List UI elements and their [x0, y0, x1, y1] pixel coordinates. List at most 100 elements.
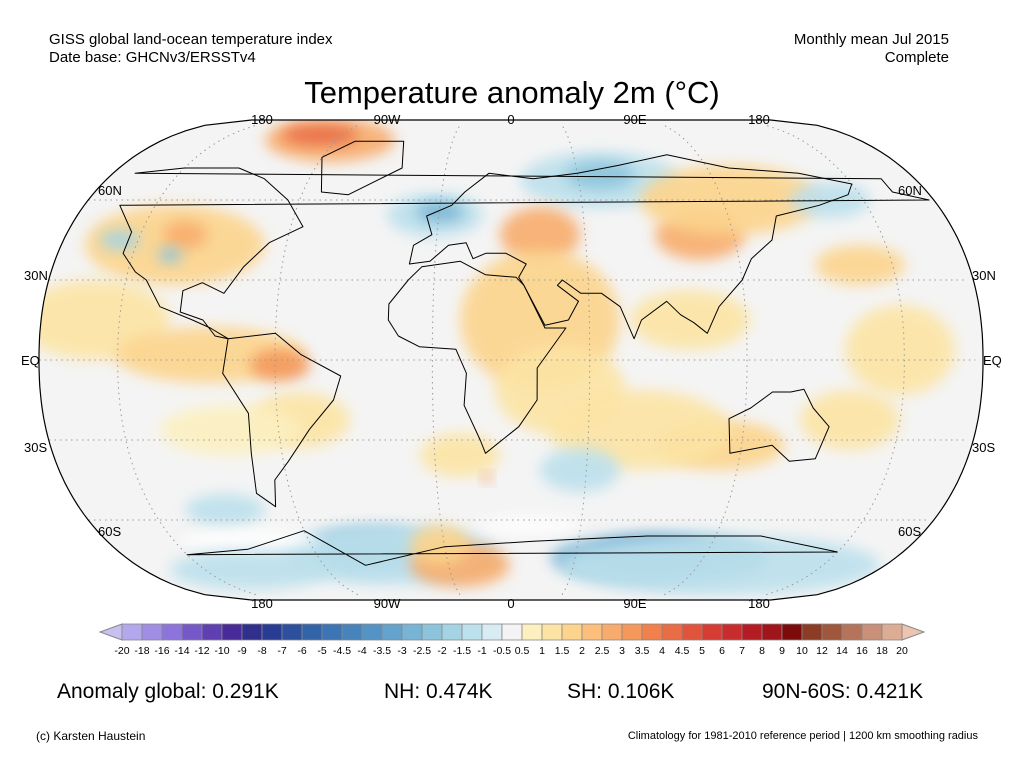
colorbar-tick-label: -9	[237, 645, 246, 657]
colorbar-box	[881, 623, 903, 641]
meridian-line	[117, 124, 256, 596]
anomaly-patch	[250, 349, 310, 381]
colorbar-tick-label: -1.5	[453, 645, 471, 657]
colorbar-tick-label: 4	[659, 645, 665, 657]
colorbar-box	[201, 623, 223, 641]
colorbar-box	[441, 623, 463, 641]
colorbar-tick-label: 14	[836, 645, 848, 657]
header-status: Complete	[884, 49, 949, 66]
colorbar-box	[261, 623, 283, 641]
meridian-line	[663, 124, 748, 596]
colorbar-box	[421, 623, 443, 641]
colorbar-box	[181, 623, 203, 641]
header-dataset: GISS global land-ocean temperature index	[49, 31, 333, 48]
colorbar-tick-label: 9	[779, 645, 785, 657]
colorbar-box	[401, 623, 423, 641]
colorbar-box	[701, 623, 723, 641]
meridian-line	[274, 124, 359, 596]
lon-label-top-90e: 90E	[623, 112, 647, 127]
coastline-africa	[387, 260, 567, 454]
colorbar-box	[341, 623, 363, 641]
lat-label-right-60s: 60S	[898, 524, 922, 539]
footer-credit: (c) Karsten Haustein	[36, 729, 146, 743]
colorbar-tick-label: -6	[297, 645, 306, 657]
colorbar-tick-label: 8	[759, 645, 765, 657]
colorbar-box	[481, 623, 503, 641]
anomaly-patch	[163, 221, 207, 249]
colorbar-tick-label: 16	[856, 645, 868, 657]
lon-label-bottom-0: 0	[507, 596, 515, 611]
colorbar-tick-label: 7	[739, 645, 745, 657]
colorbar-min-arrow	[98, 623, 123, 641]
lon-label-bottom-180e: 180	[748, 596, 770, 611]
meridian-line	[766, 124, 905, 596]
colorbar-box	[721, 623, 743, 641]
coastline-south-america	[222, 332, 342, 508]
meridian-line	[561, 125, 591, 595]
anomaly-patch	[790, 182, 870, 218]
lat-label-left-60s: 60S	[98, 524, 122, 539]
colorbar-tick-label: -3	[397, 645, 406, 657]
colorbar-box	[781, 623, 803, 641]
coastline-north-america	[119, 167, 930, 340]
colorbar-tick-label: 1.5	[555, 645, 570, 657]
colorbar-tick-label: 3	[619, 645, 625, 657]
anomaly-patch	[815, 245, 905, 285]
colorbar-box	[801, 623, 823, 641]
colorbar-tick-label: 6	[719, 645, 725, 657]
anomaly-patch	[410, 525, 470, 565]
colorbar-tick-label: -18	[134, 645, 149, 657]
colorbar-tick-label: 10	[796, 645, 808, 657]
anomaly-patch	[160, 405, 300, 455]
lat-label-right-eq: EQ	[983, 353, 1002, 368]
colorbar-box	[841, 623, 863, 641]
anomaly-patch	[420, 433, 500, 477]
colorbar-tick-label: -4	[357, 645, 366, 657]
colorbar-tick-label: -1	[477, 645, 486, 657]
colorbar-box	[561, 623, 583, 641]
colorbar-box	[501, 623, 523, 641]
colorbar-box	[541, 623, 563, 641]
colorbar-box	[621, 623, 643, 641]
colorbar-tick-label: 18	[876, 645, 888, 657]
anomaly-patch	[480, 517, 580, 533]
coastlines	[119, 140, 930, 566]
colorbar-tick-label: 5	[699, 645, 705, 657]
colorbar-tick-label: -16	[154, 645, 169, 657]
colorbar-box	[461, 623, 483, 641]
coastline-eurasia	[408, 154, 853, 340]
colorbar-tick-label: 2.5	[595, 645, 610, 657]
lon-label-top-180e: 180	[748, 112, 770, 127]
anomaly-patch	[282, 125, 358, 145]
colorbar-tick-label: -2	[437, 645, 446, 657]
anomaly-patch	[640, 165, 820, 235]
colorbar-box	[741, 623, 763, 641]
lon-label-top-180w: 180	[251, 112, 273, 127]
colorbar-box	[281, 623, 303, 641]
colorbar-box	[321, 623, 343, 641]
anomaly-patch	[482, 473, 492, 483]
coastline-antarctica	[186, 530, 838, 566]
coastline-greenland	[320, 140, 405, 196]
colorbar-max-arrow	[901, 623, 926, 641]
footer-note: Climatology for 1981-2010 reference peri…	[627, 730, 978, 742]
colorbar-box	[601, 623, 623, 641]
colorbar-box	[241, 623, 263, 641]
colorbar-tick-label: -10	[214, 645, 229, 657]
lat-label-left-30s: 30S	[24, 440, 48, 455]
colorbar-tick-label: 0.5	[515, 645, 530, 657]
lat-label-right-60n: 60N	[898, 183, 922, 198]
colorbar-tick-label: -0.5	[493, 645, 511, 657]
colorbar-tick-label: 3.5	[635, 645, 650, 657]
lon-label-top-90w: 90W	[373, 112, 401, 127]
colorbar-tick-label: 4.5	[675, 645, 690, 657]
colorbar-box	[821, 623, 843, 641]
colorbar-tick-label: -2.5	[413, 645, 431, 657]
colorbar-box	[661, 623, 683, 641]
anomaly-patch	[158, 247, 182, 263]
colorbar-tick-label: -7	[277, 645, 286, 657]
colorbar-box	[121, 623, 143, 641]
colorbar-box	[361, 623, 383, 641]
colorbar-box	[581, 623, 603, 641]
